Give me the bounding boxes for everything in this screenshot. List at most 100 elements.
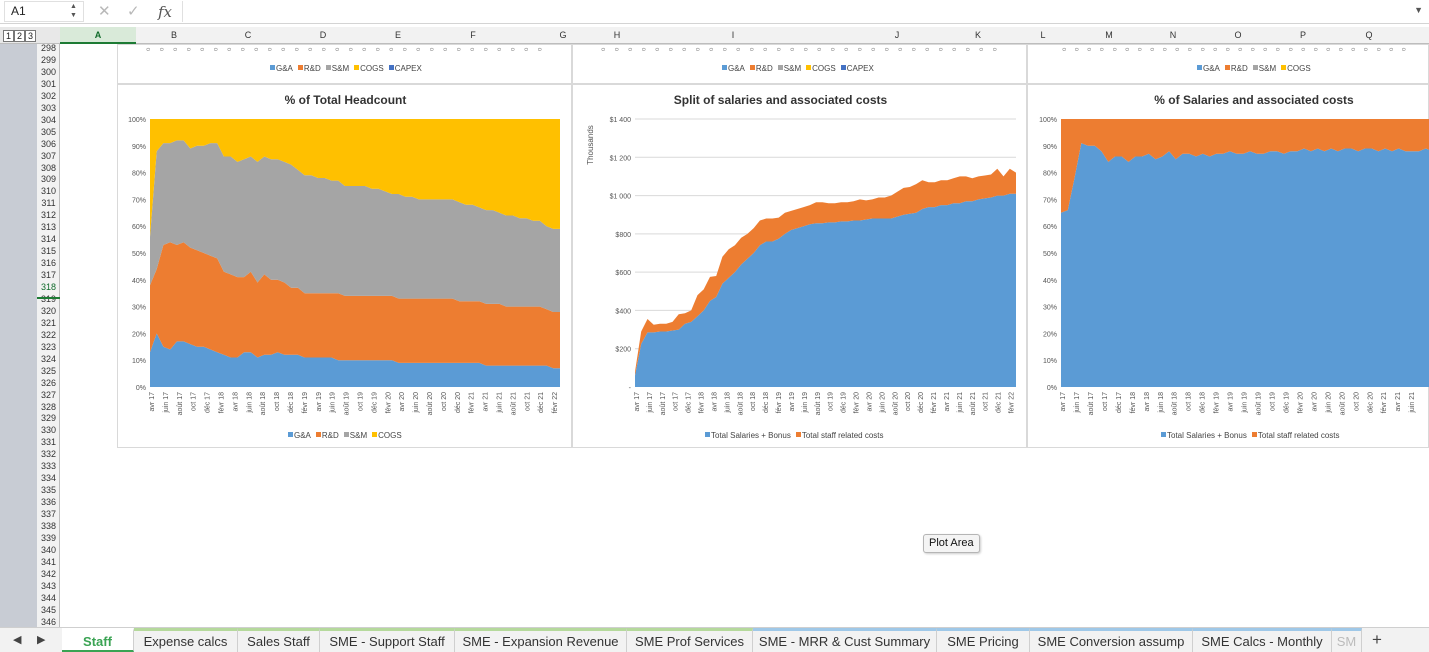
row-number[interactable]: 342 xyxy=(40,568,57,579)
sheet-tab[interactable]: SME - Support Staff xyxy=(320,628,455,652)
chart-salaries-pct-plot[interactable]: 0% 10% 20% 30% 40% 50% 60% 70% 80% 90% 100% avr 17 j… xyxy=(1028,85,1429,425)
outline-level-1-button[interactable]: 1 xyxy=(3,30,14,42)
row-number[interactable]: 307 xyxy=(40,150,57,161)
chart-salaries-pct-panel[interactable]: % of Salaries and associated costs 0% 10%… xyxy=(1027,84,1429,448)
row-number[interactable]: 343 xyxy=(40,580,57,591)
row-number[interactable]: 306 xyxy=(40,138,57,149)
row-number[interactable]: 340 xyxy=(40,544,57,555)
row-number[interactable]: 298 xyxy=(40,44,57,53)
outline-level-3-button[interactable]: 3 xyxy=(25,30,36,42)
chart-salaries-split-panel[interactable]: Split of salaries and associated costs -… xyxy=(572,84,1027,448)
row-number[interactable]: 322 xyxy=(40,329,57,340)
chart-headcount-panel[interactable]: % of Total Headcount 0% 10% 20% 30% 40% 50% 60… xyxy=(117,84,572,448)
area-series-total-staff-related-costs[interactable] xyxy=(635,168,1016,376)
area-series-s-m[interactable] xyxy=(150,140,560,312)
row-number[interactable]: 317 xyxy=(40,270,57,281)
row-number[interactable]: 299 xyxy=(40,54,57,65)
sheet-tab[interactable]: Staff xyxy=(62,628,134,652)
confirm-icon[interactable]: ✓ xyxy=(127,3,140,20)
row-number[interactable]: 331 xyxy=(40,437,57,448)
row-number[interactable]: 312 xyxy=(40,210,57,221)
row-number[interactable]: 341 xyxy=(40,556,57,567)
column-header-k[interactable]: K xyxy=(974,30,981,40)
column-header-a[interactable]: A xyxy=(60,27,136,44)
row-number[interactable]: 338 xyxy=(40,521,57,531)
prev-sheet-icon[interactable]: ◀ xyxy=(13,634,22,646)
column-header-q[interactable]: Q xyxy=(1365,30,1373,40)
row-number[interactable]: 314 xyxy=(40,234,57,245)
chart-panel-top-1[interactable]: o o o o o o o o o o o o o o o o o o o o o o o o o o o o o o G&A R&D S&M… xyxy=(117,44,572,84)
area-series-total-staff-related-costs[interactable] xyxy=(1061,119,1429,213)
row-number[interactable]: 327 xyxy=(40,389,57,400)
row-number[interactable]: 318 xyxy=(40,282,57,292)
row-number[interactable]: 333 xyxy=(40,461,57,472)
chart-panel-top-2[interactable]: o o o o o o o o o o o o o o o o o o o o o o o o o o o o o o G&A R&D S&M… xyxy=(572,44,1027,84)
name-box-stepper-icon[interactable]: ▲ ▼ xyxy=(70,3,77,19)
sheet-tab[interactable]: SME - Expansion Revenue xyxy=(455,628,627,652)
row-number[interactable]: 346 xyxy=(40,616,57,627)
row-number[interactable]: 334 xyxy=(40,473,57,484)
row-number[interactable]: 337 xyxy=(40,509,57,520)
chart-salaries-split-plot[interactable]: - $200 $400 $600 $800 $1 000 $1 200 $1 400 avr 1… xyxy=(573,85,1028,425)
row-number[interactable]: 310 xyxy=(40,186,57,197)
column-header-f[interactable]: F xyxy=(470,30,476,40)
row-number[interactable]: 325 xyxy=(40,365,57,376)
row-number[interactable]: 303 xyxy=(40,102,57,113)
row-number[interactable]: 308 xyxy=(40,162,57,173)
name-box[interactable]: A1 xyxy=(4,1,84,22)
area-series-cogs[interactable] xyxy=(150,119,560,237)
row-number[interactable]: 344 xyxy=(40,592,57,603)
row-number[interactable]: 323 xyxy=(40,341,57,352)
row-number[interactable]: 313 xyxy=(40,222,57,233)
area-series-total-salaries-bonus[interactable] xyxy=(635,193,1016,387)
row-number[interactable]: 301 xyxy=(40,78,57,89)
row-number[interactable]: 304 xyxy=(40,114,57,125)
row-number[interactable]: 330 xyxy=(40,425,57,436)
row-number[interactable]: 329 xyxy=(40,413,57,424)
column-header-j[interactable]: J xyxy=(894,30,900,40)
area-series-r-d[interactable] xyxy=(150,242,560,369)
row-number[interactable]: 320 xyxy=(40,305,57,316)
column-header-b[interactable]: B xyxy=(170,30,177,40)
row-number[interactable]: 326 xyxy=(40,377,57,388)
row-number[interactable]: 302 xyxy=(40,90,57,101)
row-number[interactable]: 305 xyxy=(40,126,57,137)
row-number[interactable]: 324 xyxy=(40,353,57,364)
sheet-tab[interactable]: SME - MRR & Cust Summary xyxy=(753,628,937,652)
row-number[interactable]: 335 xyxy=(40,485,57,496)
sheet-tab[interactable]: SME Calcs - Monthly xyxy=(1193,628,1332,652)
sheet-tab[interactable]: SME Conversion assump xyxy=(1030,628,1193,652)
row-number[interactable]: 309 xyxy=(40,174,57,185)
sheet-tab[interactable]: Sales Staff xyxy=(238,628,320,652)
cancel-icon[interactable]: ✕ xyxy=(98,3,111,20)
column-header-c[interactable]: C xyxy=(244,30,252,40)
column-header-i[interactable]: I xyxy=(731,30,735,40)
column-header-g[interactable]: G xyxy=(559,30,567,40)
column-header-m[interactable]: M xyxy=(1105,30,1113,40)
row-number[interactable]: 328 xyxy=(40,401,57,412)
column-header-h[interactable]: H xyxy=(613,30,621,40)
sheet-tab[interactable]: SME Pricing xyxy=(937,628,1030,652)
formula-expand-icon[interactable]: ▼ xyxy=(1414,5,1423,15)
fx-icon[interactable]: fx xyxy=(158,3,173,21)
row-number[interactable]: 315 xyxy=(40,246,57,257)
formula-input[interactable] xyxy=(182,1,1412,22)
row-number[interactable]: 321 xyxy=(40,317,57,328)
row-number[interactable]: 336 xyxy=(40,497,57,508)
chart-panel-top-3[interactable]: o o o o o o o o o o o o o o o o o o o o o o o o o o o o G&A R&D S&M CO… xyxy=(1027,44,1429,84)
row-number[interactable]: 345 xyxy=(40,604,57,615)
column-header-p[interactable]: P xyxy=(1299,30,1306,40)
column-header-e[interactable]: E xyxy=(394,30,401,40)
row-number[interactable]: 300 xyxy=(40,66,57,77)
row-number[interactable]: 332 xyxy=(40,449,57,460)
sheet-tab[interactable]: Expense calcs xyxy=(134,628,238,652)
area-series-total-salaries-bonus[interactable] xyxy=(1061,143,1429,387)
row-number[interactable]: 311 xyxy=(41,198,56,209)
sheet-tab[interactable]: SM xyxy=(1332,628,1362,652)
column-header-o[interactable]: O xyxy=(1234,30,1242,40)
chart-headcount-plot[interactable]: 0% 10% 20% 30% 40% 50% 60% 70% 80% 90% 100% avr 17 j… xyxy=(118,85,573,425)
next-sheet-icon[interactable]: ▶ xyxy=(37,634,46,646)
row-number[interactable]: 339 xyxy=(40,532,57,543)
sheet-tab[interactable]: SME Prof Services xyxy=(627,628,753,652)
column-header-d[interactable]: D xyxy=(319,30,327,40)
